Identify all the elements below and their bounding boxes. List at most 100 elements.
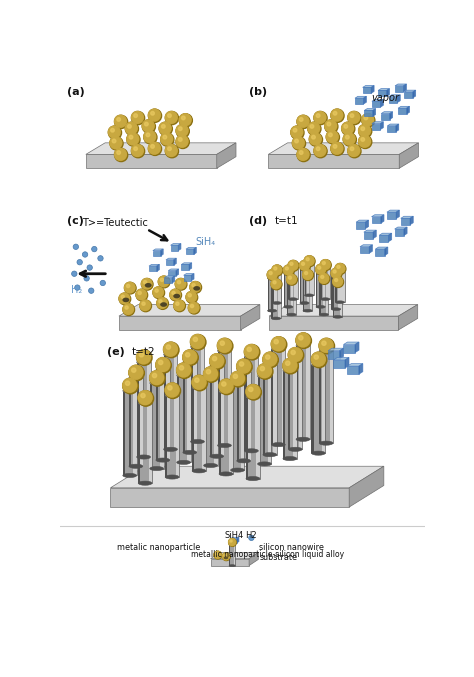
FancyBboxPatch shape: [329, 351, 333, 443]
Circle shape: [115, 148, 127, 160]
Circle shape: [348, 144, 360, 156]
Polygon shape: [373, 108, 375, 116]
Circle shape: [272, 265, 282, 275]
Circle shape: [159, 122, 171, 134]
Polygon shape: [186, 247, 196, 249]
FancyBboxPatch shape: [316, 273, 325, 307]
Circle shape: [224, 554, 226, 556]
FancyBboxPatch shape: [338, 277, 341, 309]
Circle shape: [161, 133, 174, 146]
FancyBboxPatch shape: [272, 288, 273, 318]
Circle shape: [218, 338, 231, 353]
Ellipse shape: [229, 565, 235, 567]
Polygon shape: [268, 154, 399, 169]
FancyBboxPatch shape: [246, 397, 260, 479]
Ellipse shape: [288, 267, 298, 271]
Circle shape: [159, 123, 173, 135]
FancyBboxPatch shape: [319, 351, 321, 443]
Circle shape: [191, 334, 206, 350]
Circle shape: [314, 112, 327, 125]
Circle shape: [219, 379, 235, 395]
Circle shape: [132, 112, 145, 125]
Ellipse shape: [245, 449, 258, 453]
Polygon shape: [395, 86, 403, 92]
Text: H2: H2: [246, 531, 257, 540]
FancyBboxPatch shape: [319, 351, 333, 443]
Circle shape: [358, 135, 371, 148]
Circle shape: [153, 287, 164, 299]
Polygon shape: [119, 305, 260, 316]
Circle shape: [189, 303, 200, 314]
Circle shape: [138, 391, 152, 405]
Circle shape: [183, 350, 198, 366]
Text: silicon nanowire: silicon nanowire: [259, 542, 324, 552]
Circle shape: [193, 337, 198, 341]
Ellipse shape: [283, 456, 297, 460]
Polygon shape: [378, 89, 390, 91]
FancyBboxPatch shape: [187, 375, 191, 462]
Circle shape: [283, 359, 297, 372]
Text: vapor: vapor: [371, 93, 399, 103]
FancyBboxPatch shape: [310, 278, 312, 311]
FancyBboxPatch shape: [272, 274, 273, 303]
Circle shape: [137, 350, 152, 366]
Circle shape: [316, 264, 326, 274]
Circle shape: [288, 261, 298, 270]
Polygon shape: [364, 110, 373, 116]
Polygon shape: [269, 316, 399, 330]
Ellipse shape: [333, 284, 342, 286]
Circle shape: [296, 333, 310, 347]
Circle shape: [176, 363, 191, 377]
Text: (b): (b): [249, 87, 267, 97]
Circle shape: [180, 114, 191, 125]
Circle shape: [333, 270, 336, 273]
Circle shape: [152, 374, 157, 378]
Circle shape: [134, 147, 137, 150]
Circle shape: [316, 147, 320, 150]
Circle shape: [239, 362, 244, 366]
FancyBboxPatch shape: [255, 357, 258, 451]
Circle shape: [333, 277, 344, 288]
Circle shape: [331, 109, 344, 123]
Circle shape: [149, 142, 160, 154]
Polygon shape: [210, 552, 258, 559]
Ellipse shape: [219, 472, 233, 476]
Circle shape: [258, 364, 271, 378]
Ellipse shape: [287, 313, 296, 316]
FancyBboxPatch shape: [138, 403, 152, 483]
FancyBboxPatch shape: [245, 357, 246, 451]
FancyBboxPatch shape: [335, 272, 337, 302]
FancyBboxPatch shape: [123, 391, 137, 475]
Circle shape: [348, 145, 361, 158]
Polygon shape: [183, 274, 194, 276]
FancyBboxPatch shape: [156, 370, 158, 460]
FancyBboxPatch shape: [246, 397, 248, 479]
FancyBboxPatch shape: [257, 376, 272, 464]
Circle shape: [300, 261, 310, 270]
Circle shape: [157, 298, 167, 308]
FancyBboxPatch shape: [129, 378, 131, 466]
Circle shape: [176, 135, 189, 148]
Circle shape: [125, 282, 135, 292]
FancyBboxPatch shape: [202, 388, 206, 471]
Circle shape: [123, 304, 135, 315]
FancyBboxPatch shape: [331, 277, 341, 309]
Circle shape: [165, 144, 177, 156]
FancyBboxPatch shape: [328, 268, 330, 299]
FancyBboxPatch shape: [272, 349, 273, 445]
Circle shape: [263, 353, 277, 366]
Circle shape: [283, 265, 294, 276]
FancyBboxPatch shape: [268, 376, 272, 464]
Circle shape: [310, 133, 321, 145]
Circle shape: [267, 269, 277, 280]
Circle shape: [283, 358, 298, 374]
Circle shape: [343, 133, 355, 145]
Circle shape: [139, 353, 144, 357]
Polygon shape: [183, 276, 191, 281]
Ellipse shape: [129, 376, 143, 380]
Polygon shape: [398, 108, 407, 114]
Polygon shape: [359, 364, 363, 374]
Polygon shape: [347, 366, 359, 374]
Polygon shape: [389, 97, 397, 103]
Circle shape: [182, 350, 197, 364]
